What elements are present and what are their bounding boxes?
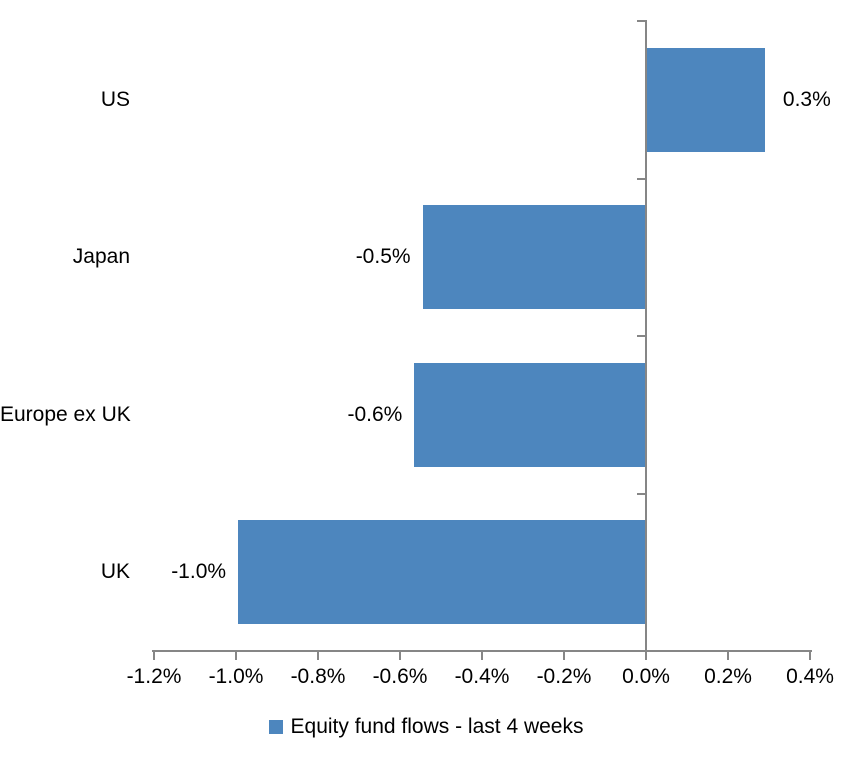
legend: Equity fund flows - last 4 weeks xyxy=(0,711,852,743)
bar-japan xyxy=(422,205,646,310)
bar-us xyxy=(646,47,765,152)
x-tick-label: 0.4% xyxy=(786,665,834,688)
bar-uk xyxy=(238,520,646,625)
bar-europe-ex-uk xyxy=(414,362,646,467)
category-label-europe-ex-uk: Europe ex UK xyxy=(0,402,131,426)
x-tick xyxy=(809,650,811,660)
x-tick xyxy=(153,650,155,660)
x-tick xyxy=(563,650,565,660)
legend-label: Equity fund flows - last 4 weeks xyxy=(290,715,584,738)
data-label-europe-ex-uk: -0.6% xyxy=(347,402,403,426)
x-tick-label: -0.2% xyxy=(536,665,592,688)
x-tick xyxy=(317,650,319,660)
category-tick xyxy=(637,335,646,337)
category-tick xyxy=(637,20,646,22)
category-tick xyxy=(637,177,646,180)
x-tick xyxy=(727,650,729,660)
category-label-japan: Japan xyxy=(72,245,130,269)
x-tick-label: -1.2% xyxy=(126,665,182,688)
x-tick-label: 0.0% xyxy=(622,665,670,688)
x-tick-label: -0.6% xyxy=(372,665,428,688)
x-tick-label: 0.2% xyxy=(704,665,752,688)
category-label-uk: UK xyxy=(100,560,130,584)
data-label-us: 0.3% xyxy=(782,87,831,111)
category-tick xyxy=(637,492,646,495)
x-tick xyxy=(235,650,237,660)
data-label-japan: -0.5% xyxy=(355,245,411,269)
zero-axis-line xyxy=(645,20,647,660)
x-tick-label: -0.4% xyxy=(454,665,510,688)
x-tick xyxy=(399,650,401,660)
x-tick xyxy=(481,650,483,660)
x-tick-label: -1.0% xyxy=(208,665,264,688)
data-label-uk: -1.0% xyxy=(171,560,227,584)
x-tick xyxy=(645,650,647,660)
x-tick-label: -0.8% xyxy=(290,665,346,688)
category-label-us: US xyxy=(100,87,130,111)
legend-swatch-icon xyxy=(268,720,283,734)
